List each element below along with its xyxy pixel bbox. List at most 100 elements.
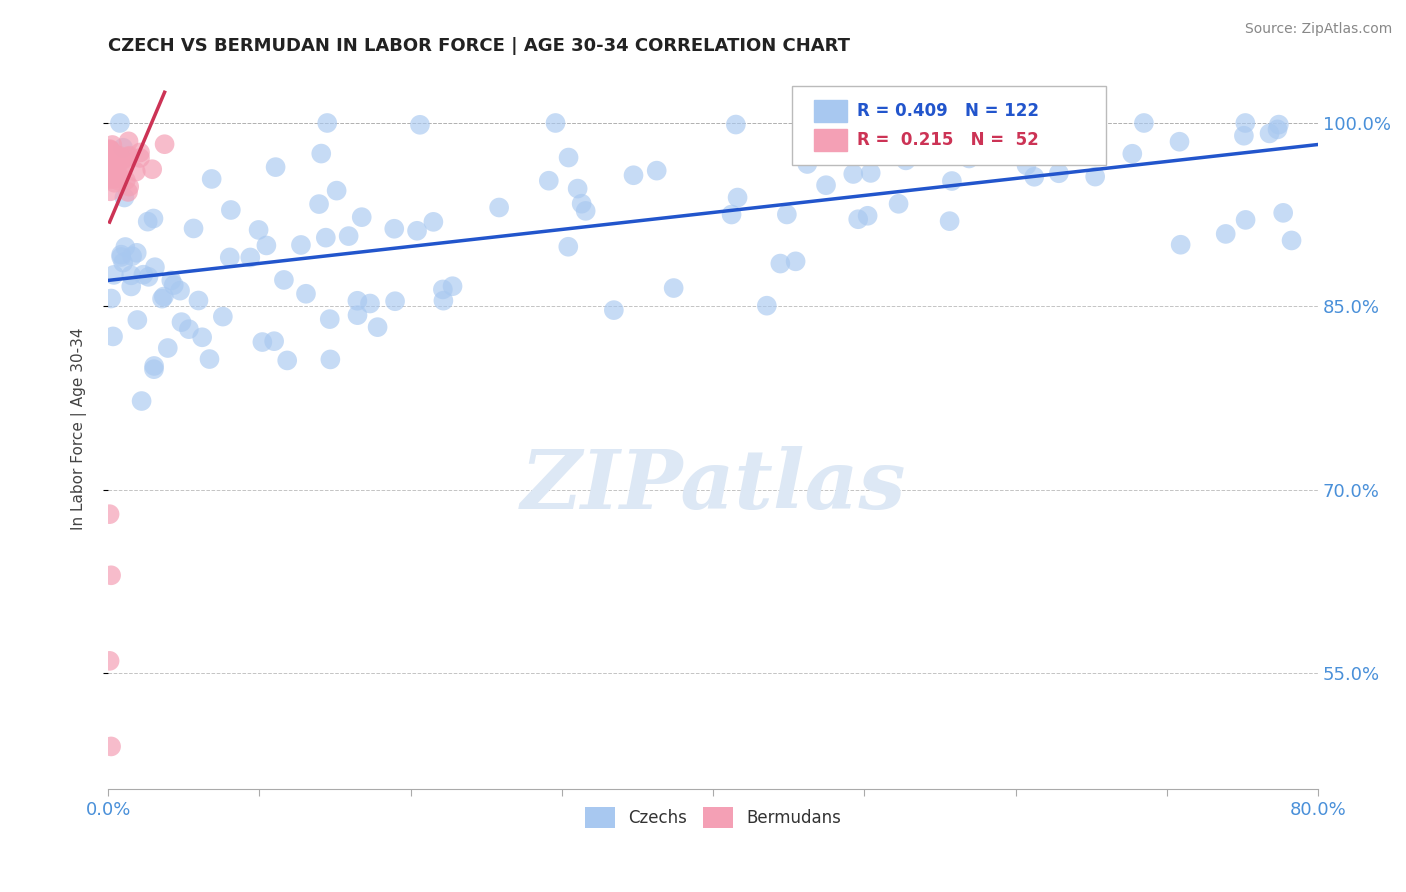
Point: [98, 161, 121, 176]
Point: [129, 145, 152, 160]
Point: [422, 215, 444, 229]
Point: [211, 310, 233, 324]
Point: [105, 165, 128, 179]
Point: [252, 334, 274, 349]
Point: [98, 507, 121, 521]
Point: [1233, 128, 1256, 143]
Point: [98, 654, 121, 668]
Point: [138, 269, 160, 284]
Point: [218, 251, 240, 265]
Point: [337, 229, 360, 244]
Point: [132, 268, 155, 282]
Point: [488, 201, 510, 215]
Point: [796, 157, 818, 171]
Point: [170, 315, 193, 329]
Text: R = 0.409   N = 122: R = 0.409 N = 122: [858, 103, 1039, 120]
Point: [290, 238, 312, 252]
Point: [191, 330, 214, 344]
Point: [141, 162, 163, 177]
Point: [169, 284, 191, 298]
Point: [107, 148, 129, 162]
Point: [177, 322, 200, 336]
Point: [105, 153, 128, 168]
Point: [1047, 166, 1070, 180]
Point: [359, 296, 381, 310]
Point: [724, 118, 747, 132]
Point: [623, 168, 645, 182]
Point: [1234, 213, 1257, 227]
Point: [938, 214, 960, 228]
Point: [755, 299, 778, 313]
Point: [110, 247, 132, 261]
Point: [121, 249, 143, 263]
Point: [319, 352, 342, 367]
Point: [406, 224, 429, 238]
Point: [382, 221, 405, 235]
Point: [662, 281, 685, 295]
Point: [112, 255, 135, 269]
Point: [98, 166, 121, 180]
Point: [103, 170, 125, 185]
Point: [114, 240, 136, 254]
Point: [856, 209, 879, 223]
Point: [142, 362, 165, 376]
Point: [98, 172, 121, 186]
Point: [1215, 227, 1237, 241]
Point: [264, 160, 287, 174]
Point: [98, 143, 121, 157]
Point: [125, 164, 148, 178]
Point: [1258, 127, 1281, 141]
Point: [100, 160, 122, 174]
Point: [557, 151, 579, 165]
Point: [409, 118, 432, 132]
Point: [557, 240, 579, 254]
Point: [571, 196, 593, 211]
Point: [645, 163, 668, 178]
Point: [346, 293, 368, 308]
Legend: Czechs, Bermudans: Czechs, Bermudans: [578, 800, 848, 835]
Point: [125, 245, 148, 260]
Point: [432, 282, 454, 296]
Point: [110, 250, 132, 264]
Point: [110, 151, 132, 165]
Point: [101, 171, 124, 186]
Point: [887, 196, 910, 211]
Point: [127, 313, 149, 327]
Point: [163, 278, 186, 293]
Point: [114, 152, 136, 166]
Point: [785, 254, 807, 268]
Point: [441, 279, 464, 293]
Point: [567, 181, 589, 195]
Point: [160, 273, 183, 287]
Point: [1084, 169, 1107, 184]
Point: [101, 329, 124, 343]
FancyBboxPatch shape: [792, 86, 1107, 165]
Point: [115, 173, 138, 187]
Text: R =  0.215   N =  52: R = 0.215 N = 52: [858, 131, 1039, 149]
Point: [1121, 146, 1143, 161]
Point: [247, 223, 270, 237]
Point: [120, 268, 142, 283]
Point: [776, 207, 799, 221]
Point: [198, 352, 221, 367]
Point: [201, 172, 224, 186]
Bar: [814, 101, 848, 122]
Point: [941, 174, 963, 188]
Point: [815, 178, 838, 193]
Point: [100, 143, 122, 157]
Point: [108, 116, 131, 130]
Point: [136, 214, 159, 228]
Point: [112, 190, 135, 204]
Point: [346, 308, 368, 322]
Text: Source: ZipAtlas.com: Source: ZipAtlas.com: [1244, 22, 1392, 37]
Point: [820, 116, 842, 130]
Point: [295, 286, 318, 301]
Point: [183, 221, 205, 235]
Point: [110, 153, 132, 167]
Point: [254, 238, 277, 252]
Point: [101, 165, 124, 179]
Point: [112, 141, 135, 155]
Point: [98, 165, 121, 179]
Point: [98, 184, 121, 198]
Point: [150, 292, 173, 306]
